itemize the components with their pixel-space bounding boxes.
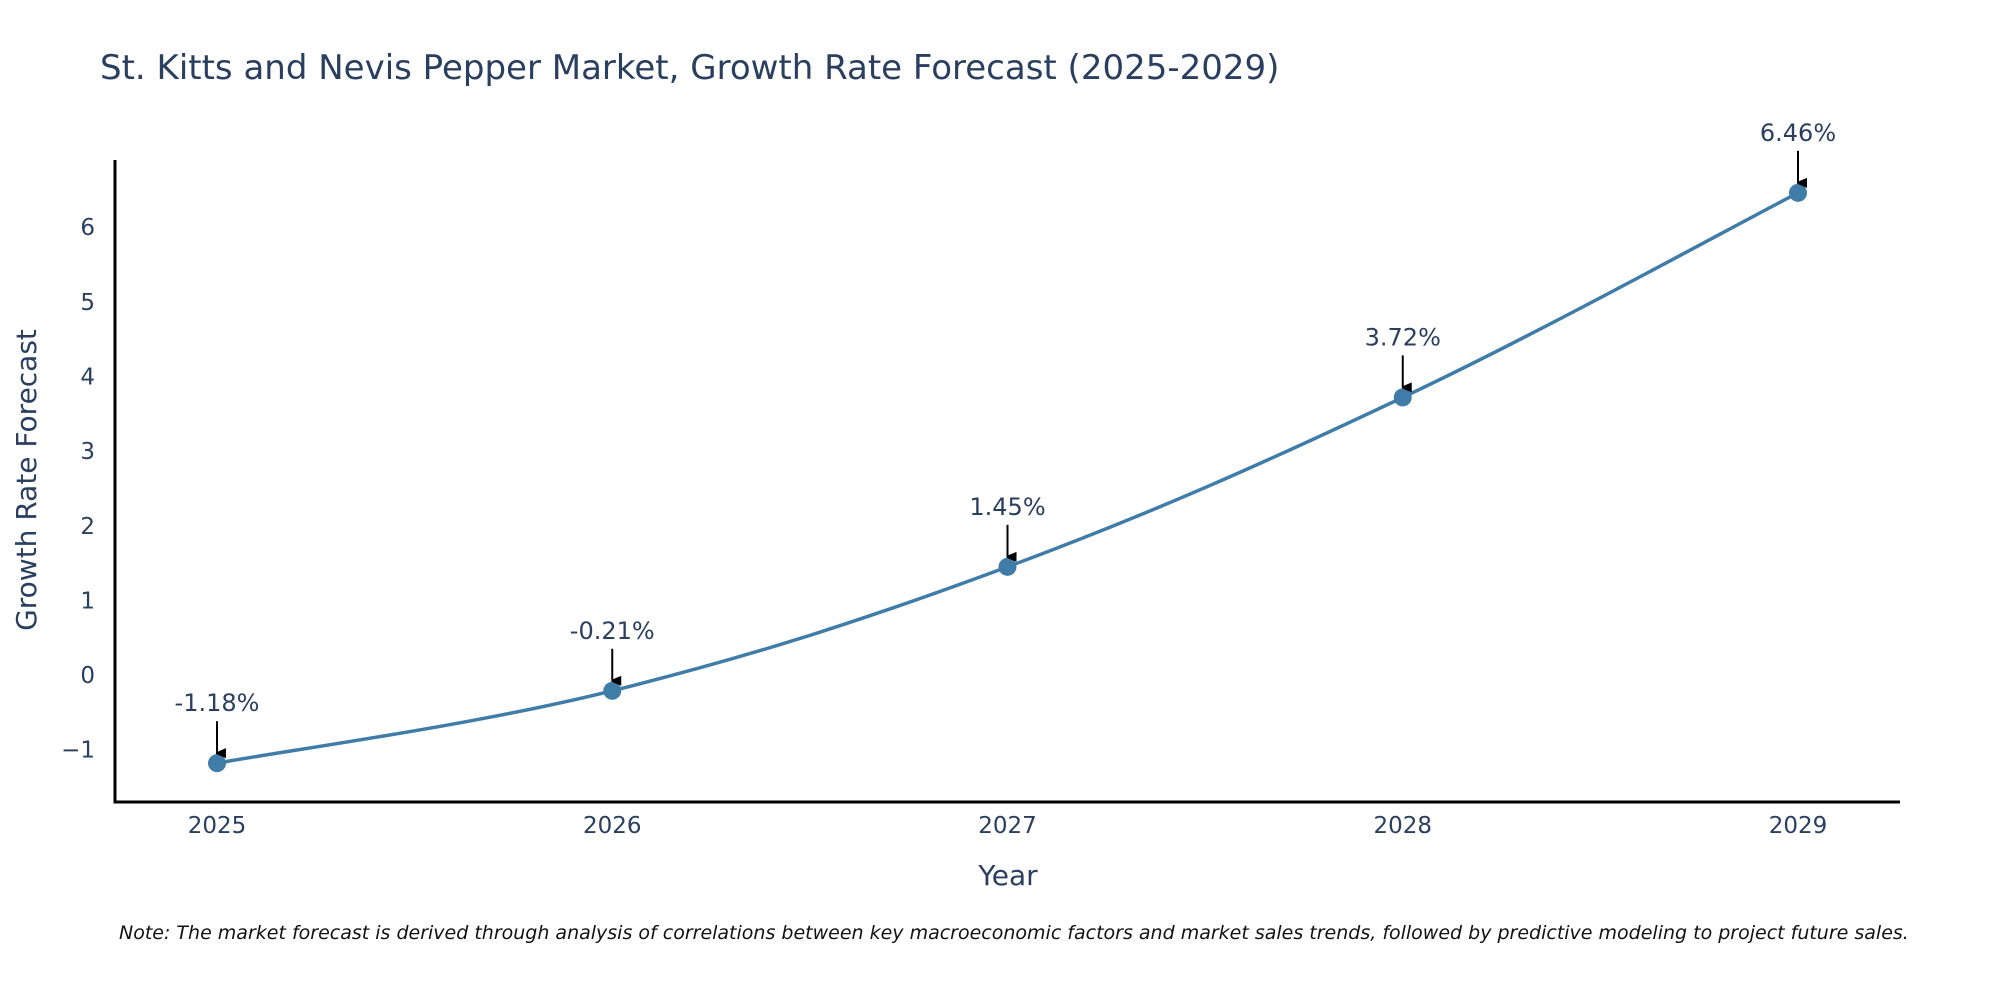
data-point[interactable] — [1789, 183, 1807, 202]
x-tick-label: 2026 — [583, 813, 642, 839]
x-axis-title: Year — [977, 859, 1038, 892]
data-point[interactable] — [998, 557, 1017, 576]
footnote: Note: The market forecast is derived thr… — [119, 922, 1909, 944]
data-label: -1.18% — [175, 689, 260, 717]
series-layer — [208, 183, 1807, 773]
data-label: -0.21% — [570, 617, 655, 645]
x-tick-label: 2025 — [188, 813, 247, 839]
y-tick-label: 4 — [80, 364, 95, 390]
data-label: 1.45% — [969, 493, 1045, 521]
data-point[interactable] — [1393, 388, 1412, 407]
y-tick-label: 3 — [80, 439, 95, 465]
chart-title: St. Kitts and Nevis Pepper Market, Growt… — [100, 48, 1279, 88]
x-tick-label: 2028 — [1373, 813, 1432, 839]
x-tick-labels: 2025 2026 2027 2028 2029 — [188, 813, 1828, 839]
x-tick-label: 2029 — [1769, 813, 1828, 839]
x-tick-label: 2027 — [978, 813, 1037, 839]
y-tick-label: 2 — [80, 514, 95, 540]
axes — [113, 160, 1900, 804]
y-tick-label: 1 — [80, 588, 95, 614]
annotation-layer: -1.18% -0.21% 1.45% 3.72% 6.46% — [175, 119, 1836, 753]
y-axis-title: Growth Rate Forecast — [10, 329, 43, 631]
data-label: 3.72% — [1365, 323, 1441, 351]
data-label: 6.46% — [1760, 119, 1836, 147]
y-tick-label: 5 — [80, 290, 95, 316]
data-point[interactable] — [208, 754, 226, 773]
y-tick-labels: −1 0 1 2 3 4 5 6 — [61, 215, 95, 764]
y-tick-label: −1 — [61, 738, 95, 764]
y-tick-label: 0 — [80, 663, 95, 689]
y-tick-label: 6 — [80, 215, 95, 241]
data-point[interactable] — [603, 681, 622, 700]
series-line — [216, 191, 1799, 765]
